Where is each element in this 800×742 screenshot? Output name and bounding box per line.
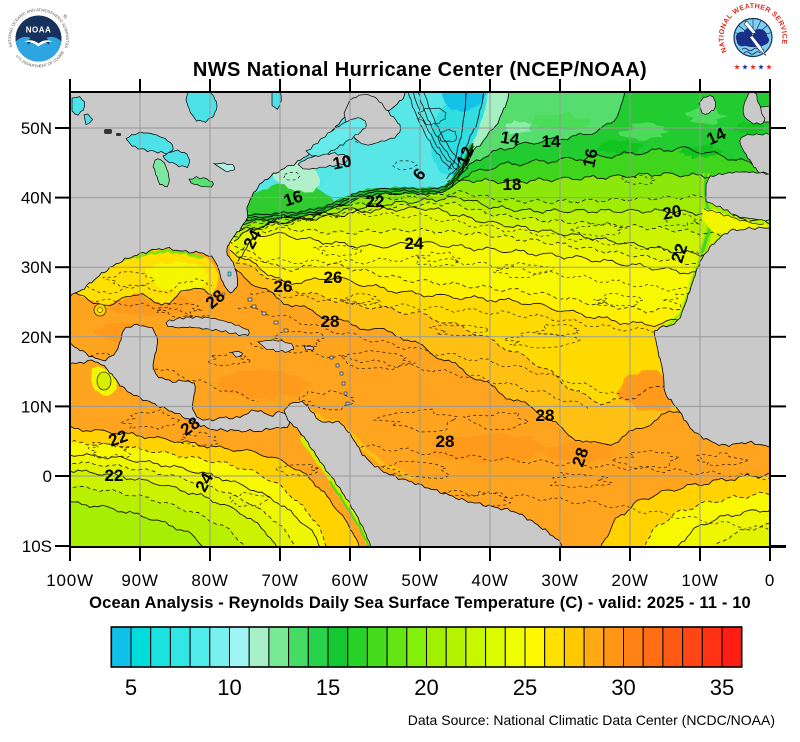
svg-text:Ocean Analysis - Reynolds Dail: Ocean Analysis - Reynolds Daily Sea Surf…	[89, 594, 751, 612]
svg-text:28: 28	[536, 406, 555, 425]
svg-text:90W: 90W	[121, 571, 158, 590]
svg-text:NOAA: NOAA	[26, 26, 52, 35]
svg-text:Data Source: National Climatic: Data Source: National Climatic Data Cent…	[408, 712, 775, 728]
svg-text:★: ★	[750, 63, 757, 72]
svg-text:14: 14	[542, 132, 561, 151]
svg-text:80W: 80W	[191, 571, 228, 590]
svg-text:30W: 30W	[541, 571, 578, 590]
svg-text:28: 28	[321, 312, 340, 331]
svg-text:★: ★	[734, 63, 741, 72]
svg-text:20: 20	[661, 201, 683, 224]
svg-text:22: 22	[668, 241, 692, 265]
svg-text:35: 35	[710, 675, 734, 700]
svg-text:50W: 50W	[401, 571, 438, 590]
svg-text:20: 20	[414, 675, 438, 700]
svg-text:22: 22	[366, 192, 385, 211]
svg-text:20N: 20N	[21, 328, 52, 347]
svg-text:25: 25	[513, 675, 537, 700]
svg-text:★: ★	[758, 63, 765, 72]
svg-text:10W: 10W	[681, 571, 718, 590]
svg-text:14: 14	[499, 128, 521, 150]
svg-text:40W: 40W	[471, 571, 508, 590]
svg-text:NWS National Hurricane Center: NWS National Hurricane Center (NCEP/NOAA…	[193, 59, 647, 81]
svg-text:★: ★	[766, 63, 773, 72]
svg-text:100W: 100W	[46, 571, 94, 590]
svg-text:28: 28	[436, 432, 455, 451]
svg-text:30N: 30N	[21, 258, 52, 277]
svg-text:5: 5	[125, 675, 137, 700]
svg-text:26: 26	[324, 268, 343, 287]
svg-text:10: 10	[217, 675, 241, 700]
svg-text:★: ★	[742, 63, 749, 72]
svg-text:15: 15	[316, 675, 340, 700]
svg-text:26: 26	[274, 277, 293, 296]
svg-text:0: 0	[43, 467, 52, 486]
svg-text:0: 0	[765, 571, 775, 590]
svg-text:®: ®	[64, 14, 68, 21]
svg-text:22: 22	[105, 466, 124, 485]
svg-text:16: 16	[579, 147, 602, 169]
svg-text:24: 24	[405, 234, 424, 253]
svg-text:18: 18	[503, 175, 522, 194]
svg-text:70W: 70W	[261, 571, 298, 590]
svg-text:50N: 50N	[21, 119, 52, 138]
svg-text:28: 28	[569, 445, 593, 469]
svg-text:10N: 10N	[21, 397, 52, 416]
svg-text:60W: 60W	[331, 571, 368, 590]
svg-text:10: 10	[331, 151, 353, 173]
svg-text:30: 30	[611, 675, 635, 700]
svg-text:10S: 10S	[22, 537, 52, 556]
svg-text:16: 16	[281, 187, 305, 211]
svg-text:40N: 40N	[21, 189, 52, 208]
svg-text:20W: 20W	[611, 571, 648, 590]
